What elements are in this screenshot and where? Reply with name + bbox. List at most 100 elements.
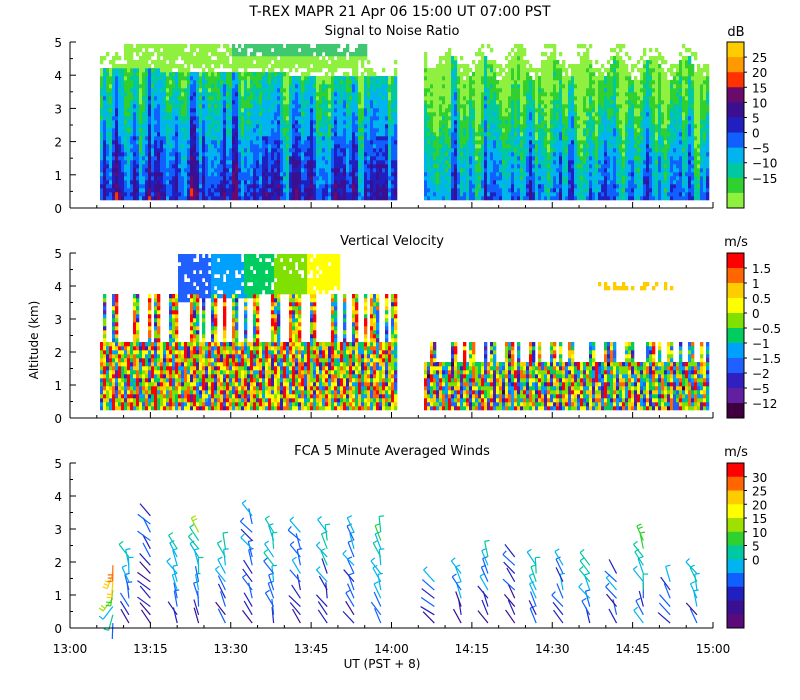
snr-heatmap-cell — [211, 80, 215, 85]
snr-heatmap-cell — [484, 148, 488, 153]
snr-heatmap-cell — [154, 44, 158, 49]
snr-heatmap-cell — [100, 188, 104, 193]
snr-heatmap-cell — [391, 84, 395, 89]
snr-heatmap-cell — [337, 56, 341, 61]
snr-heatmap-cell — [241, 116, 245, 121]
snr-heatmap-cell — [340, 84, 344, 89]
snr-heatmap-cell — [121, 84, 125, 89]
snr-heatmap-cell — [142, 100, 146, 105]
snr-heatmap-cell — [139, 184, 143, 189]
snr-heatmap-cell — [520, 144, 524, 149]
snr-heatmap-cell — [352, 172, 356, 177]
snr-heatmap-cell — [289, 172, 293, 177]
snr-heatmap-cell — [463, 156, 467, 161]
snr-heatmap-cell — [337, 64, 341, 69]
snr-heatmap-cell — [130, 88, 134, 93]
snr-heatmap-cell — [274, 64, 278, 69]
snr-heatmap-cell — [262, 116, 266, 121]
snr-heatmap-cell — [169, 64, 173, 69]
snr-heatmap-cell — [448, 160, 452, 165]
snr-heatmap-cell — [352, 76, 356, 81]
snr-heatmap-cell — [133, 172, 137, 177]
snr-heatmap-cell — [259, 60, 263, 65]
snr-heatmap-cell — [112, 72, 116, 77]
snr-heatmap-cell — [388, 164, 392, 169]
snr-heatmap-cell — [283, 92, 287, 97]
snr-heatmap-cell — [160, 148, 164, 153]
snr-heatmap-cell — [319, 180, 323, 185]
snr-heatmap-cell — [295, 148, 299, 153]
snr-heatmap-cell — [433, 192, 437, 197]
snr-heatmap-cell — [526, 188, 530, 193]
snr-heatmap-cell — [538, 124, 542, 129]
snr-heatmap-cell — [499, 148, 503, 153]
snr-heatmap-cell — [187, 184, 191, 189]
snr-heatmap-cell — [115, 184, 119, 189]
snr-heatmap-cell — [349, 156, 353, 161]
snr-heatmap-cell — [193, 176, 197, 181]
snr-heatmap-cell — [226, 60, 230, 65]
snr-heatmap-cell — [220, 148, 224, 153]
snr-heatmap-cell — [466, 156, 470, 161]
snr-heatmap-cell — [109, 104, 113, 109]
snr-heatmap-cell — [427, 164, 431, 169]
snr-heatmap-cell — [136, 100, 140, 105]
snr-heatmap-cell — [535, 80, 539, 85]
snr-heatmap-cell — [220, 56, 224, 61]
snr-heatmap-cell — [163, 128, 167, 133]
snr-heatmap-cell — [433, 120, 437, 125]
snr-heatmap-cell — [229, 124, 233, 129]
snr-heatmap-cell — [142, 96, 146, 101]
snr-heatmap-cell — [523, 180, 527, 185]
snr-heatmap-cell — [538, 184, 542, 189]
snr-heatmap-cell — [475, 108, 479, 113]
snr-heatmap-cell — [187, 168, 191, 173]
snr-heatmap-cell — [253, 48, 257, 53]
snr-heatmap-cell — [265, 76, 269, 81]
snr-heatmap-cell — [340, 64, 344, 69]
snr-heatmap-cell — [511, 176, 515, 181]
snr-heatmap-cell — [322, 184, 326, 189]
snr-heatmap-cell — [241, 184, 245, 189]
snr-heatmap-cell — [316, 168, 320, 173]
snr-heatmap-cell — [445, 64, 449, 69]
snr-heatmap-cell — [196, 180, 200, 185]
snr-heatmap-cell — [148, 184, 152, 189]
snr-heatmap-cell — [187, 172, 191, 177]
snr-heatmap-cell — [202, 144, 206, 149]
snr-heatmap-cell — [355, 68, 359, 73]
snr-heatmap-cell — [334, 144, 338, 149]
snr-heatmap-cell — [205, 92, 209, 97]
snr-heatmap-cell — [301, 140, 305, 145]
snr-heatmap-cell — [148, 80, 152, 85]
snr-heatmap-cell — [331, 164, 335, 169]
snr-heatmap-cell — [529, 164, 533, 169]
snr-heatmap-cell — [493, 188, 497, 193]
snr-heatmap-cell — [313, 164, 317, 169]
snr-heatmap-cell — [460, 88, 464, 93]
snr-heatmap-cell — [265, 60, 269, 65]
snr-heatmap-cell — [427, 88, 431, 93]
snr-heatmap-cell — [178, 192, 182, 197]
snr-heatmap-cell — [127, 156, 131, 161]
snr-heatmap-cell — [286, 168, 290, 173]
snr-heatmap-cell — [259, 164, 263, 169]
snr-heatmap-cell — [181, 92, 185, 97]
snr-heatmap-cell — [166, 116, 170, 121]
snr-heatmap-cell — [160, 104, 164, 109]
snr-heatmap-cell — [268, 56, 272, 61]
snr-heatmap-cell — [298, 76, 302, 81]
snr-heatmap-cell — [217, 192, 221, 197]
snr-heatmap-cell — [448, 140, 452, 145]
snr-heatmap-cell — [217, 188, 221, 193]
snr-heatmap-cell — [313, 88, 317, 93]
snr-heatmap-cell — [250, 148, 254, 153]
snr-heatmap-cell — [172, 64, 176, 69]
snr-heatmap-cell — [202, 72, 206, 77]
snr-heatmap-cell — [373, 164, 377, 169]
snr-heatmap-cell — [505, 76, 509, 81]
snr-heatmap-cell — [490, 176, 494, 181]
snr-heatmap-cell — [142, 120, 146, 125]
snr-heatmap-cell — [307, 72, 311, 77]
